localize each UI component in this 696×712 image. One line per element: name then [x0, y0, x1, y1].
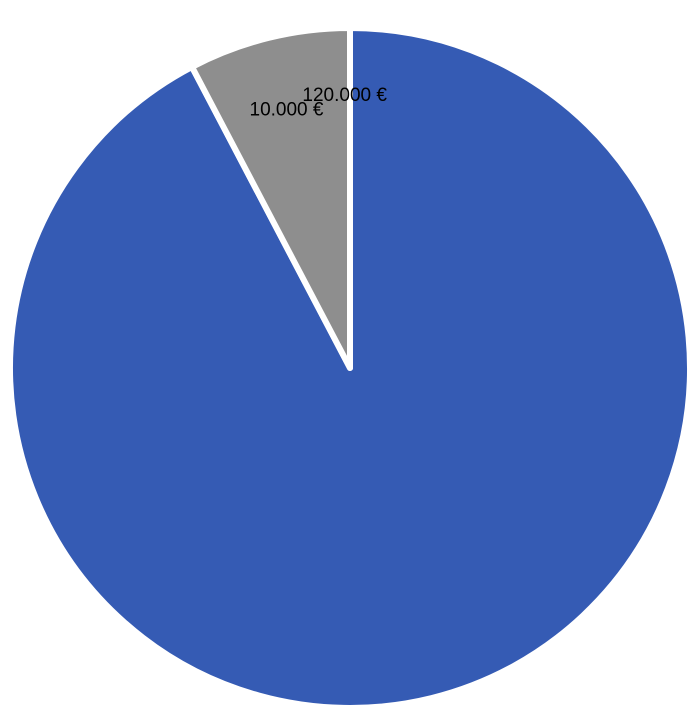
data-label-slice-1: 120.000 € [302, 85, 387, 106]
pie-slice-2 [188, 25, 353, 371]
pie-slices [6, 25, 693, 711]
pie-data-labels: 120.000 €10.000 € [250, 85, 388, 120]
data-label-slice-2: 10.000 € [250, 100, 324, 121]
